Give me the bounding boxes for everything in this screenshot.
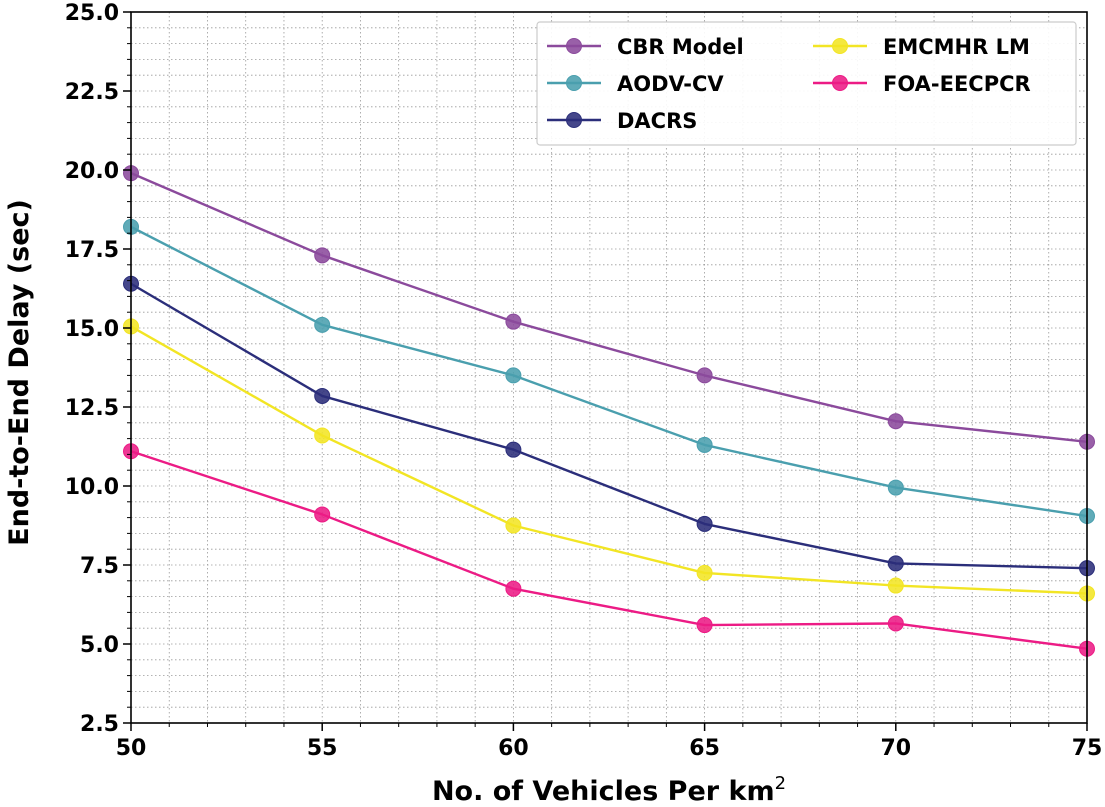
data-point bbox=[505, 517, 522, 534]
data-point bbox=[887, 615, 904, 632]
legend: CBR Model AODV-CV DACRS EMCMHR LM FOA-EECPCR bbox=[536, 21, 1077, 146]
x-tick-label: 75 bbox=[1072, 736, 1103, 761]
data-point bbox=[314, 316, 331, 333]
legend-marker bbox=[832, 38, 848, 54]
legend-label: AODV-CV bbox=[617, 72, 724, 96]
legend-marker bbox=[566, 38, 582, 54]
data-point bbox=[887, 577, 904, 594]
legend-marker bbox=[566, 112, 582, 128]
data-point bbox=[505, 441, 522, 458]
data-point bbox=[887, 555, 904, 572]
y-axis-label: End-to-End Delay (sec) bbox=[4, 199, 35, 546]
y-tick-label: 22.5 bbox=[65, 80, 119, 105]
data-point bbox=[505, 313, 522, 330]
series-layer bbox=[123, 165, 1095, 657]
y-tick-label: 25.0 bbox=[65, 1, 119, 26]
data-point bbox=[505, 367, 522, 384]
series-line bbox=[130, 325, 1088, 595]
axis-ticks: 50 55 60 65 70 75 2.5 5.0 7.5 10.0 12.5 15.0 17.5 20.… bbox=[65, 1, 1103, 761]
data-point bbox=[505, 580, 522, 597]
plot-frame bbox=[130, 11, 1088, 724]
series-dacrs bbox=[123, 275, 1095, 577]
series-aodv-cv bbox=[123, 218, 1095, 525]
data-point bbox=[314, 427, 331, 444]
y-tick-label: 15.0 bbox=[65, 317, 119, 342]
legend-label: DACRS bbox=[617, 109, 697, 133]
series-cbr-model bbox=[123, 165, 1095, 450]
legend-label: CBR Model bbox=[617, 35, 744, 59]
x-tick-label: 60 bbox=[498, 736, 529, 761]
legend-marker bbox=[566, 75, 582, 91]
series-line bbox=[130, 225, 1088, 518]
series-line bbox=[130, 450, 1088, 650]
x-axis-label: No. of Vehicles Per km2 bbox=[432, 773, 786, 807]
series-line bbox=[130, 282, 1088, 570]
y-tick-label: 10.0 bbox=[65, 475, 119, 500]
y-tick-label: 12.5 bbox=[65, 396, 119, 421]
data-point bbox=[314, 387, 331, 404]
x-tick-label: 50 bbox=[116, 736, 147, 761]
series-line bbox=[130, 172, 1088, 443]
data-point bbox=[696, 367, 713, 384]
x-tick-label: 65 bbox=[689, 736, 720, 761]
legend-marker bbox=[832, 75, 848, 91]
legend-entry: CBR Model bbox=[547, 35, 744, 59]
y-tick-label: 7.5 bbox=[80, 554, 119, 579]
x-axis-label-superscript: 2 bbox=[775, 773, 786, 794]
data-point bbox=[696, 564, 713, 581]
y-tick-label: 17.5 bbox=[65, 238, 119, 263]
legend-label: EMCMHR LM bbox=[883, 35, 1030, 59]
data-point bbox=[696, 617, 713, 634]
x-tick-label: 55 bbox=[307, 736, 338, 761]
legend-box bbox=[536, 21, 1077, 146]
data-point bbox=[887, 413, 904, 430]
legend-label: FOA-EECPCR bbox=[883, 72, 1031, 96]
data-point bbox=[887, 479, 904, 496]
legend-entry: EMCMHR LM bbox=[813, 35, 1030, 59]
y-tick-label: 5.0 bbox=[80, 633, 119, 658]
series-emcmhr-lm bbox=[123, 318, 1095, 602]
data-point bbox=[696, 515, 713, 532]
y-tick-label: 20.0 bbox=[65, 159, 119, 184]
data-point bbox=[696, 436, 713, 453]
data-point bbox=[314, 506, 331, 523]
legend-entry: DACRS bbox=[547, 109, 697, 133]
x-tick-label: 70 bbox=[880, 736, 911, 761]
legend-entry: AODV-CV bbox=[547, 72, 724, 96]
data-point bbox=[314, 247, 331, 264]
x-axis-label-text: No. of Vehicles Per km bbox=[432, 776, 775, 807]
y-tick-label: 2.5 bbox=[80, 712, 119, 737]
legend-entry: FOA-EECPCR bbox=[813, 72, 1031, 96]
